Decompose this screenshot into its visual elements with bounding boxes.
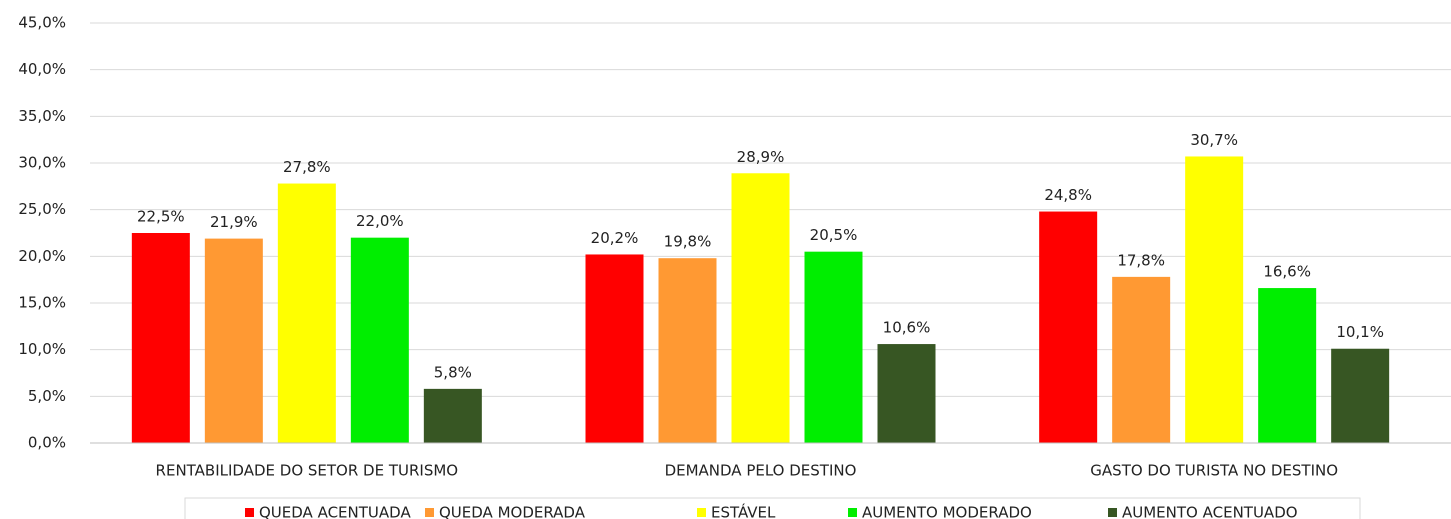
value-label: 17,8%	[1117, 251, 1165, 269]
value-label: 22,5%	[137, 208, 185, 226]
value-label: 28,9%	[737, 148, 785, 166]
x-tick-label: RENTABILIDADE DO SETOR DE TURISMO	[156, 462, 459, 480]
legend-swatch	[848, 508, 857, 517]
legend-swatch	[1108, 508, 1117, 517]
bar	[423, 388, 482, 443]
bar	[804, 251, 863, 443]
bar	[1185, 156, 1244, 443]
value-label: 16,6%	[1263, 263, 1311, 281]
value-label: 5,8%	[434, 363, 472, 381]
bar	[1112, 276, 1171, 443]
y-tick-label: 0,0%	[28, 434, 66, 452]
legend-label: QUEDA MODERADA	[439, 504, 586, 519]
value-label: 10,6%	[883, 319, 931, 337]
value-label: 19,8%	[664, 233, 712, 251]
bar	[277, 183, 336, 444]
legend-label: QUEDA ACENTUADA	[259, 504, 411, 519]
bar	[350, 237, 409, 443]
x-tick-label: GASTO DO TURISTA NO DESTINO	[1090, 462, 1338, 480]
y-tick-label: 30,0%	[18, 154, 66, 172]
legend-swatch	[697, 508, 706, 517]
value-label: 10,1%	[1336, 323, 1384, 341]
legend-label: AUMENTO MODERADO	[862, 504, 1032, 519]
bar	[731, 173, 790, 443]
y-tick-label: 15,0%	[18, 294, 66, 312]
value-label: 24,8%	[1044, 186, 1092, 204]
y-tick-label: 5,0%	[28, 387, 66, 405]
value-label: 20,2%	[591, 229, 639, 247]
bar	[1039, 211, 1098, 443]
x-tick-label: DEMANDA PELO DESTINO	[665, 462, 857, 480]
bar	[1331, 348, 1390, 443]
bar	[877, 344, 936, 443]
value-label: 20,5%	[810, 226, 858, 244]
bar	[585, 254, 644, 443]
bar	[131, 233, 190, 443]
y-tick-label: 35,0%	[18, 107, 66, 125]
legend-label: ESTÁVEL	[711, 503, 776, 519]
legend-swatch	[425, 508, 434, 517]
y-tick-label: 10,0%	[18, 340, 66, 358]
bar	[1258, 288, 1317, 443]
y-tick-label: 45,0%	[18, 14, 66, 32]
value-label: 30,7%	[1190, 131, 1238, 149]
legend-swatch	[245, 508, 254, 517]
value-label: 27,8%	[283, 158, 331, 176]
bar	[658, 258, 717, 443]
value-label: 22,0%	[356, 212, 404, 230]
y-tick-label: 20,0%	[18, 247, 66, 265]
y-tick-label: 25,0%	[18, 200, 66, 218]
y-tick-label: 40,0%	[18, 60, 66, 78]
legend-label: AUMENTO ACENTUADO	[1122, 504, 1298, 519]
legend-box	[184, 497, 1361, 519]
value-label: 21,9%	[210, 213, 258, 231]
bar	[204, 238, 263, 443]
